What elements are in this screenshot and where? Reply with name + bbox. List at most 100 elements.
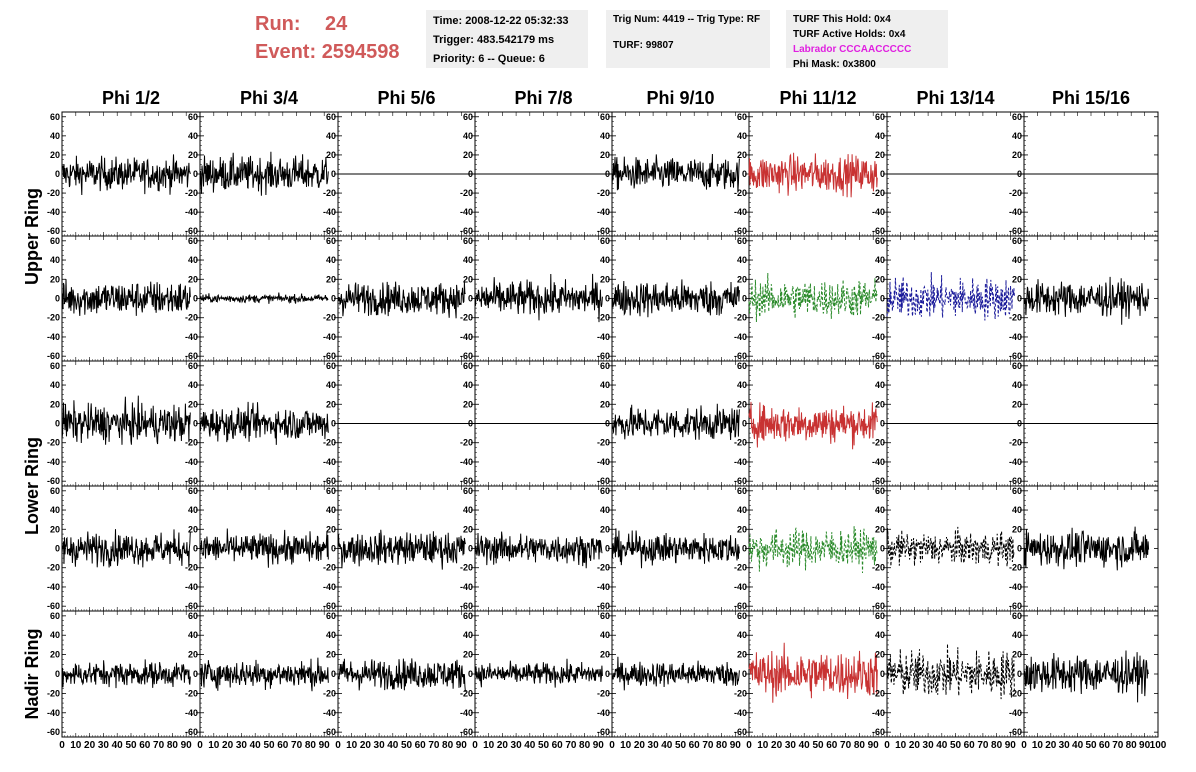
y-tick-label: 40 (326, 630, 336, 640)
x-tick-label: 70 (1112, 740, 1124, 751)
waveform-trace (748, 401, 878, 450)
y-tick-label: 20 (1012, 650, 1022, 660)
y-tick-label: 0 (331, 669, 336, 679)
y-tick-label: -60 (460, 601, 473, 611)
y-tick-label: 60 (737, 112, 747, 122)
y-tick-label: 40 (1012, 255, 1022, 265)
y-tick-label: 60 (463, 361, 473, 371)
waveform-trace (886, 526, 1015, 567)
y-tick-label: -40 (872, 708, 885, 718)
y-tick-label: 0 (193, 169, 198, 179)
x-tick-label: 70 (428, 740, 440, 751)
x-tick-label: 100 (1150, 740, 1167, 751)
y-tick-label: 0 (193, 419, 198, 429)
y-tick-label: 20 (1012, 524, 1022, 534)
x-tick-label: 50 (401, 740, 413, 751)
y-tick-label: 40 (875, 630, 885, 640)
y-tick-label: -60 (1009, 601, 1022, 611)
column-title: Phi 11/12 (779, 88, 856, 108)
y-tick-label: 20 (326, 399, 336, 409)
waveform-trace (337, 658, 466, 692)
y-tick-label: 0 (468, 294, 473, 304)
y-tick-label: -60 (597, 226, 610, 236)
x-tick-label: 30 (511, 740, 523, 751)
y-tick-label: -40 (734, 332, 747, 342)
y-tick-label: 60 (737, 611, 747, 621)
y-tick-label: 0 (55, 544, 60, 554)
y-tick-label: -20 (872, 688, 885, 698)
y-tick-label: 20 (600, 524, 610, 534)
y-tick-label: 20 (600, 274, 610, 284)
y-tick-label: -40 (185, 708, 198, 718)
y-tick-label: 60 (875, 361, 885, 371)
y-tick-label: 20 (326, 524, 336, 534)
x-tick-label: 0 (197, 740, 203, 751)
y-tick-label: 40 (326, 505, 336, 515)
y-tick-label: 60 (875, 236, 885, 246)
y-tick-label: 60 (326, 236, 336, 246)
y-tick-label: 40 (600, 255, 610, 265)
x-tick-label: 40 (250, 740, 262, 751)
x-tick-label: 70 (840, 740, 852, 751)
y-tick-label: 40 (875, 131, 885, 141)
x-tick-label: 10 (1032, 740, 1044, 751)
trig-num-type-text: Trig Num: 4419 -- Trig Type: RF (613, 14, 761, 25)
y-tick-label: 60 (600, 112, 610, 122)
y-tick-label: -60 (734, 601, 747, 611)
y-tick-label: 60 (600, 486, 610, 496)
y-tick-label: 20 (737, 524, 747, 534)
y-tick-label: 60 (326, 611, 336, 621)
y-tick-label: -40 (47, 708, 60, 718)
y-tick-label: 60 (1012, 361, 1022, 371)
waveform-trace (611, 528, 740, 569)
y-tick-label: 0 (880, 294, 885, 304)
x-tick-label: 60 (277, 740, 289, 751)
x-tick-label: 20 (771, 740, 783, 751)
y-tick-label: -60 (47, 351, 60, 361)
y-tick-label: 0 (55, 669, 60, 679)
y-tick-label: 20 (50, 274, 60, 284)
y-tick-label: 0 (880, 419, 885, 429)
run-label: Run: (255, 13, 301, 35)
y-tick-label: -20 (1009, 438, 1022, 448)
y-tick-label: 20 (188, 150, 198, 160)
y-tick-label: 0 (1017, 169, 1022, 179)
x-tick-label: 40 (799, 740, 811, 751)
y-tick-label: -40 (597, 708, 610, 718)
waveform-trace (199, 528, 329, 568)
y-tick-label: -40 (47, 207, 60, 217)
x-tick-label: 90 (456, 740, 468, 751)
y-tick-label: 40 (326, 380, 336, 390)
x-tick-label: 30 (785, 740, 797, 751)
x-tick-label: 80 (442, 740, 454, 751)
waveform-trace (611, 279, 740, 318)
y-tick-label: -60 (872, 727, 885, 737)
y-tick-label: 20 (737, 650, 747, 660)
y-tick-label: 60 (875, 486, 885, 496)
y-tick-label: -40 (460, 582, 473, 592)
y-tick-label: 0 (468, 669, 473, 679)
y-tick-label: 60 (875, 611, 885, 621)
y-tick-label: -20 (872, 438, 885, 448)
y-tick-label: 20 (463, 399, 473, 409)
x-tick-label: 20 (222, 740, 234, 751)
x-tick-label: 70 (702, 740, 714, 751)
y-tick-label: 60 (326, 112, 336, 122)
x-tick-label: 10 (208, 740, 220, 751)
y-tick-label: -20 (323, 188, 336, 198)
y-tick-label: -60 (460, 226, 473, 236)
x-tick-label: 30 (236, 740, 248, 751)
y-tick-label: -60 (185, 727, 198, 737)
y-tick-label: 20 (50, 399, 60, 409)
x-tick-label: 30 (648, 740, 660, 751)
y-tick-label: -20 (47, 188, 60, 198)
y-tick-label: 40 (50, 131, 60, 141)
x-tick-label: 60 (139, 740, 151, 751)
waveform-trace (1023, 526, 1150, 571)
y-tick-label: -60 (872, 601, 885, 611)
y-tick-label: -20 (597, 688, 610, 698)
y-tick-label: -40 (323, 457, 336, 467)
column-title: Phi 1/2 (102, 88, 160, 108)
y-tick-label: -20 (460, 188, 473, 198)
waveform-trace (337, 281, 466, 319)
